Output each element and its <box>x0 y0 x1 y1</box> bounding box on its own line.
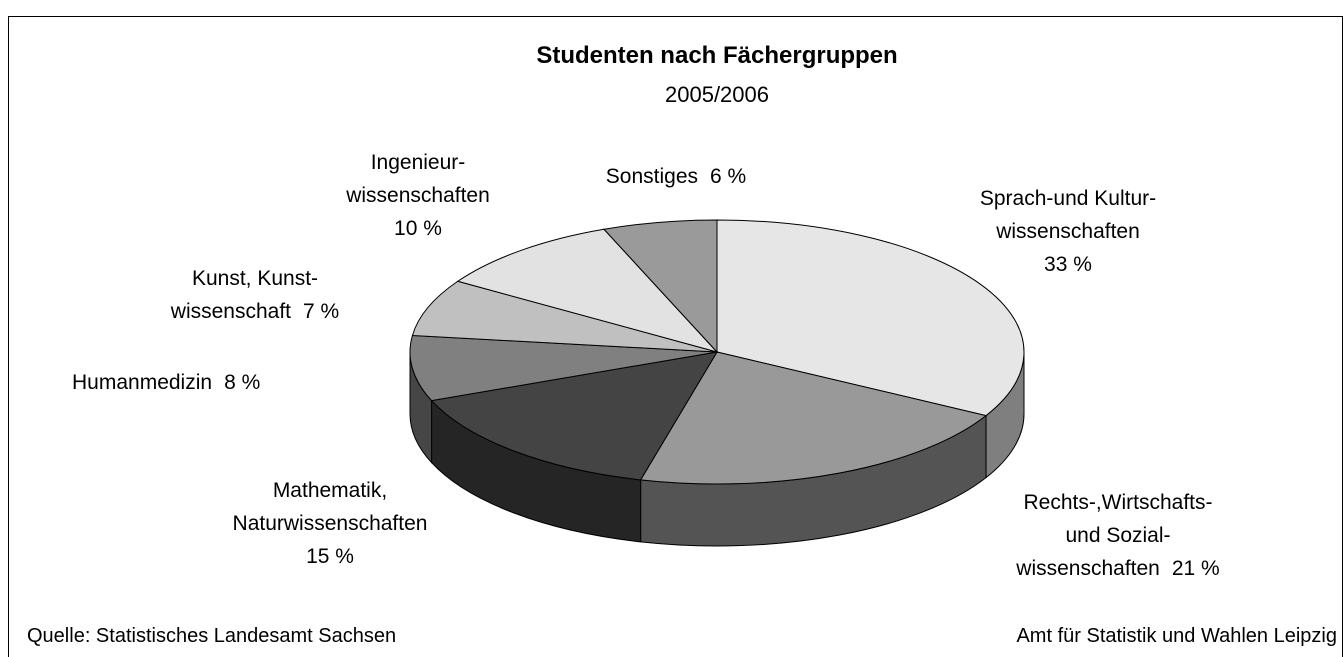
slice <box>430 351 718 481</box>
slice <box>639 351 988 485</box>
slice-label: Ingenieur- wissenschaften 10 % <box>346 146 490 245</box>
category-label: Kunst, Kunst- wissenschaft <box>170 267 319 323</box>
slice <box>716 219 1025 417</box>
value-label: 6 % <box>710 165 747 188</box>
slice-label: Kunst, Kunst- wissenschaft 7 % <box>171 262 339 328</box>
slice-label: Sonstiges 6 % <box>606 160 746 193</box>
slice <box>409 334 718 402</box>
category-label: Mathematik, Naturwissenschaften <box>232 479 428 535</box>
slice-label: Rechts-,Wirtschafts- und Sozial- wissens… <box>1016 486 1219 585</box>
slice <box>602 219 718 354</box>
category-label: Sonstiges <box>605 165 699 188</box>
category-label: Ingenieur- wissenschaften <box>346 151 490 207</box>
category-label: Rechts-,Wirtschafts- und Sozial- wissens… <box>1016 491 1213 580</box>
value-label: 21 % <box>1171 557 1220 580</box>
slice <box>456 228 719 353</box>
value-label: 15 % <box>306 545 354 568</box>
category-label: Sprach-und Kultur- wissenschaften <box>979 187 1157 243</box>
value-label: 8 % <box>224 371 261 394</box>
slice-label: Sprach-und Kultur- wissenschaften 33 % <box>980 182 1156 281</box>
slice-label: Humanmedizin 8 % <box>72 366 260 399</box>
value-label: 33 % <box>1044 253 1092 276</box>
source: Quelle: Statistisches Landesamt Sachsen <box>27 625 397 647</box>
slice <box>411 280 718 353</box>
slice-label: Mathematik, Naturwissenschaften 15 % <box>233 474 428 573</box>
value-label: 10 % <box>394 217 442 240</box>
category-label: Humanmedizin <box>72 371 213 394</box>
value-label: 7 % <box>303 300 340 323</box>
chart-title: Studenten nach Fächergruppen <box>536 42 898 69</box>
publisher: Amt für Statistik und Wahlen Leipzig <box>1016 625 1337 647</box>
pie <box>409 219 1025 547</box>
chart-subtitle: 2005/2006 <box>665 82 769 107</box>
